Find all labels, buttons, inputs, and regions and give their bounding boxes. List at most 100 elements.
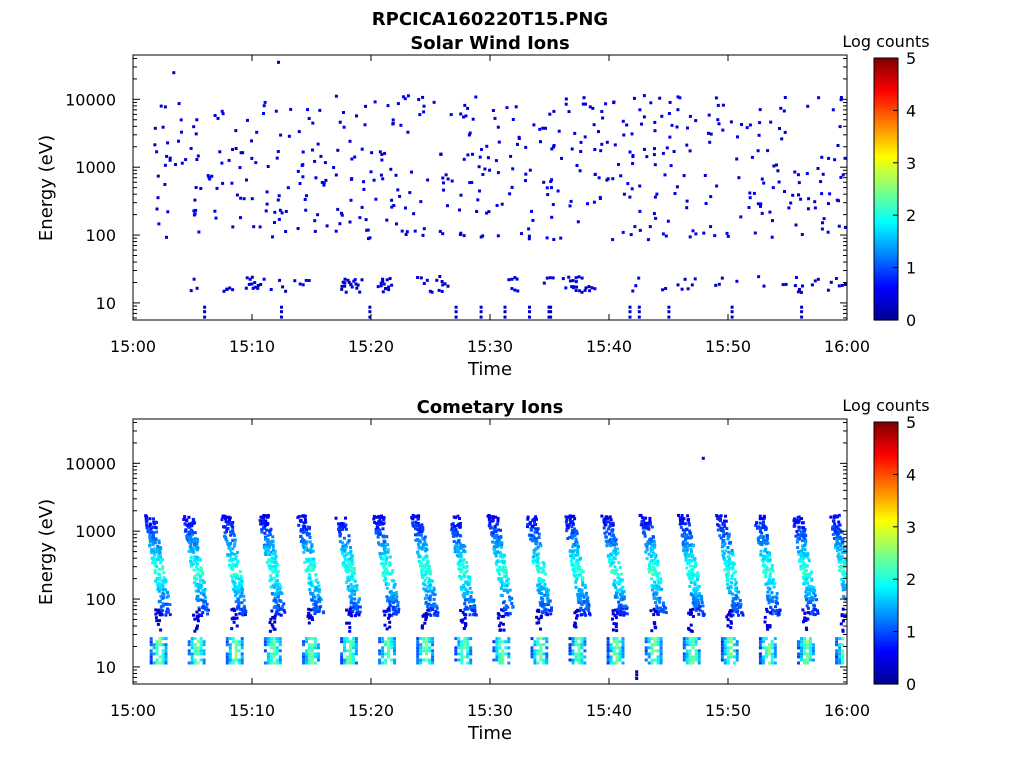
heatmap-cell [317,608,321,612]
heatmap-cell [652,607,656,611]
heatmap-cell [574,640,578,644]
heatmap-cell [732,649,736,653]
colorbar-strip [874,234,898,238]
heatmap-cell [234,554,238,558]
heatmap-cell [571,658,575,662]
heatmap-cell [609,649,613,653]
heatmap-cell [836,144,840,147]
heatmap-cell [840,566,844,570]
heatmap-cell [384,661,388,665]
heatmap-cell [565,523,569,527]
heatmap-cell [680,287,684,291]
heatmap-cell [721,541,725,545]
colorbar-strip [874,197,898,201]
heatmap-cell [479,315,483,319]
heatmap-cell [641,523,645,527]
heatmap-cell [841,619,845,623]
heatmap-cell [610,534,614,538]
heatmap-cell [229,530,233,534]
heatmap-cell [532,123,536,127]
heatmap-cell [349,282,353,286]
heatmap-cell [187,643,191,647]
heatmap-cell [357,598,361,601]
heatmap-cell [682,652,686,656]
heatmap-cell [307,565,310,569]
heatmap-cell [310,616,314,620]
heatmap-cell [258,225,262,229]
heatmap-cell [723,525,727,528]
heatmap-cell [580,652,584,656]
heatmap-cell [483,167,487,171]
heatmap-cell [576,559,580,563]
heatmap-cell [536,583,540,587]
heatmap-cell [390,637,393,641]
heatmap-cell [502,628,506,632]
heatmap-cell [375,521,378,525]
heatmap-cell [800,233,804,236]
heatmap-cell [642,115,646,119]
colorbar-strip [874,162,898,166]
heatmap-cell [231,538,235,542]
heatmap-cell [835,198,839,202]
heatmap-cell [835,535,839,539]
heatmap-cell [427,581,430,585]
heatmap-cell [208,177,212,181]
heatmap-cell [264,547,268,551]
colorbar-strip [874,232,898,236]
heatmap-cell [722,539,726,543]
heatmap-cell [762,520,765,524]
heatmap-cell [580,603,584,606]
heatmap-cell [230,608,234,612]
heatmap-cell [313,640,317,644]
heatmap-cell [450,528,454,532]
heatmap-cell [545,236,549,240]
heatmap-cell [698,592,702,596]
heatmap-cell [616,581,620,585]
heatmap-cell [538,589,542,593]
heatmap-cell [767,652,771,656]
heatmap-cell [576,547,580,551]
heatmap-cell [428,661,432,665]
heatmap-cell [239,574,243,578]
heatmap-cell [272,640,276,644]
heatmap-cell [460,568,464,572]
heatmap-cell [639,523,643,527]
heatmap-cell [265,522,269,526]
heatmap-cell [659,652,663,656]
heatmap-cell [388,555,392,559]
heatmap-cell [424,612,428,615]
heatmap-cell [310,649,314,653]
heatmap-cell [275,601,279,605]
heatmap-cell [735,652,739,656]
heatmap-cell [352,640,355,644]
heatmap-cell [573,622,577,626]
heatmap-cell [466,652,470,656]
heatmap-cell [835,515,839,518]
heatmap-cell [835,655,839,659]
heatmap-cell [835,637,839,641]
heatmap-cell [199,583,203,587]
heatmap-cell [205,602,209,606]
heatmap-cell [383,566,387,570]
heatmap-cell [388,625,392,629]
heatmap-cell [308,540,312,544]
heatmap-cell [286,186,290,190]
heatmap-cell [494,554,498,558]
heatmap-cell [225,539,229,543]
heatmap-cell [390,198,394,202]
heatmap-cell [155,207,159,211]
heatmap-cell [691,607,695,611]
heatmap-cell [610,570,613,574]
heatmap-cell [352,643,355,647]
heatmap-cell [758,646,762,650]
heatmap-cell [720,655,724,659]
heatmap-cell [155,520,158,524]
heatmap-cell [493,524,497,528]
heatmap-cell [454,315,458,319]
heatmap-cell [273,615,277,619]
heatmap-cell [648,566,652,570]
heatmap-cell [152,643,156,647]
heatmap-cell [305,658,308,662]
heatmap-cell [656,640,660,644]
heatmap-cell [302,655,305,659]
